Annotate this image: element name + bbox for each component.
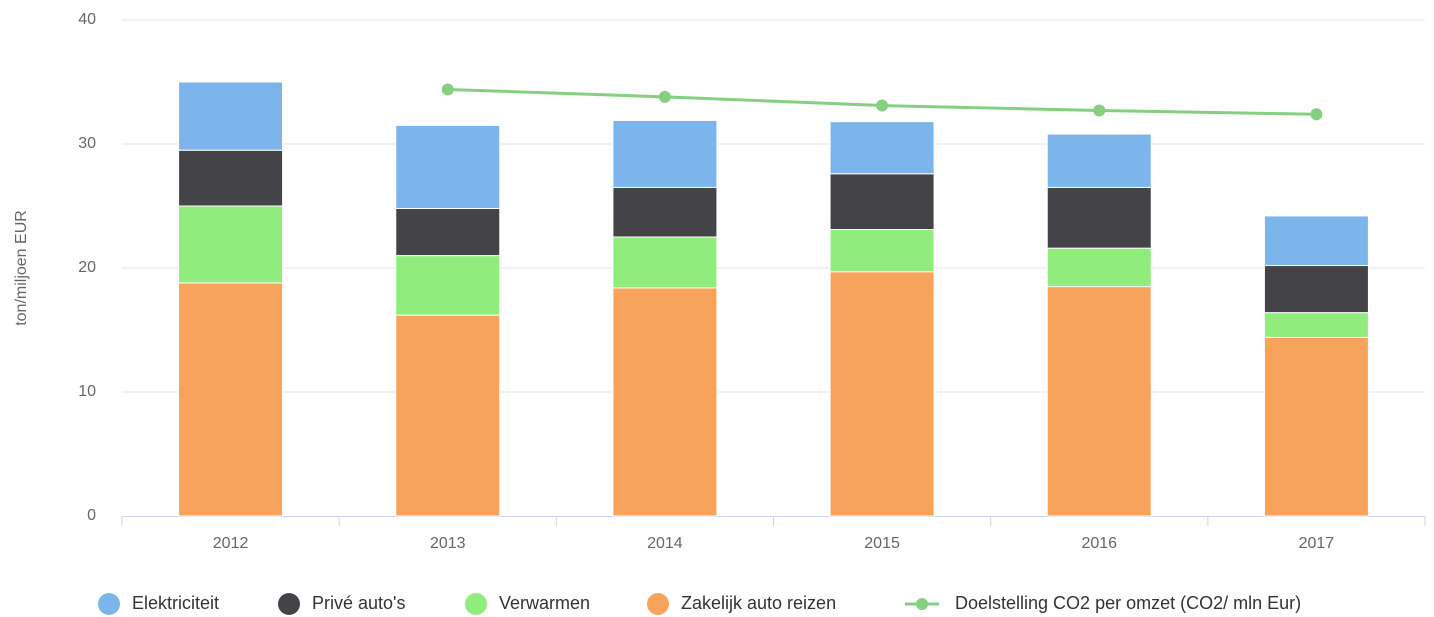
bar-segment <box>178 81 284 151</box>
bar-segment <box>395 207 501 257</box>
line-point <box>658 90 671 103</box>
bar-segment <box>612 287 718 517</box>
bar-segment <box>178 149 284 207</box>
y-tick-label: 30 <box>78 135 96 152</box>
bar-segment <box>395 124 501 209</box>
bar-segment <box>178 282 284 517</box>
bar-segment <box>395 255 501 316</box>
legend-label: Doelstelling CO2 per omzet (CO2/ mln Eur… <box>955 593 1301 613</box>
x-tick-label: 2014 <box>647 535 683 552</box>
legend-symbol <box>98 593 120 615</box>
bar-segment <box>829 121 935 175</box>
legend-label: Elektriciteit <box>132 593 219 613</box>
legend-symbol <box>465 593 487 615</box>
y-tick-label: 0 <box>87 507 96 524</box>
legend-symbol <box>916 598 928 610</box>
legend-symbol <box>647 593 669 615</box>
x-tick-label: 2012 <box>213 535 249 552</box>
bar-segment <box>612 186 718 238</box>
line-point <box>1093 104 1106 117</box>
bar-segment <box>829 173 935 231</box>
bar-segment <box>1263 215 1369 267</box>
line-point <box>441 83 454 96</box>
bar-segment <box>1263 336 1369 517</box>
bar-segment <box>612 236 718 289</box>
bar-segment <box>612 119 718 188</box>
bar-segment <box>1046 286 1152 517</box>
x-tick-label: 2015 <box>864 535 900 552</box>
bar-segment <box>1263 265 1369 314</box>
bar-segment <box>1046 133 1152 188</box>
y-tick-label: 40 <box>78 11 96 28</box>
bar-segment <box>1263 312 1369 338</box>
legend-label: Privé auto's <box>312 593 405 613</box>
line-point <box>876 99 889 112</box>
legend-label: Verwarmen <box>499 593 590 613</box>
line-point <box>1310 108 1323 121</box>
legend-label: Zakelijk auto reizen <box>681 593 836 613</box>
x-tick-label: 2016 <box>1081 535 1117 552</box>
y-tick-label: 20 <box>78 259 96 276</box>
y-axis-title: ton/miljoen EUR <box>13 210 30 326</box>
y-tick-label: 10 <box>78 383 96 400</box>
bar-segment <box>829 229 935 273</box>
bar-segment <box>395 314 501 517</box>
bar-segment <box>1046 186 1152 249</box>
x-tick-label: 2013 <box>430 535 466 552</box>
legend-symbol <box>278 593 300 615</box>
bar-segment <box>829 271 935 517</box>
bar-segment <box>1046 247 1152 288</box>
x-tick-label: 2017 <box>1299 535 1335 552</box>
bar-segment <box>178 205 284 284</box>
